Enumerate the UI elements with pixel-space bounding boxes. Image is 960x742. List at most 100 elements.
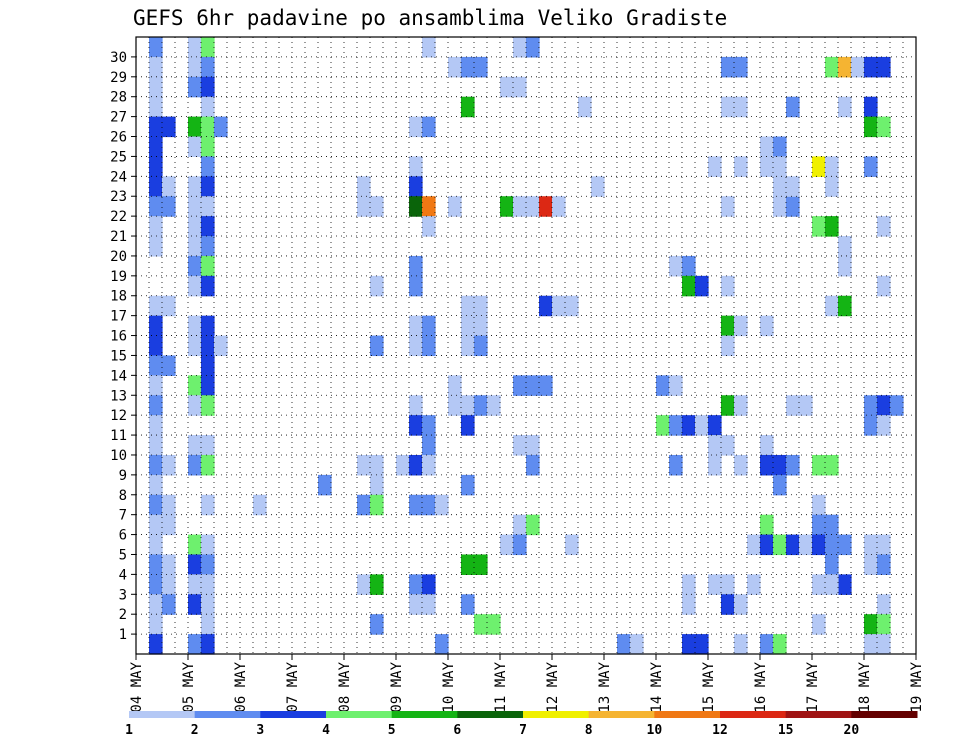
precip-cell <box>149 454 163 476</box>
precip-cell <box>799 395 813 416</box>
precip-cell <box>409 176 423 197</box>
precip-cell <box>838 534 852 556</box>
precip-cell <box>188 634 202 655</box>
precip-cell <box>526 196 540 217</box>
precip-cell <box>149 534 163 556</box>
precip-cell <box>877 415 891 436</box>
precip-cell <box>734 634 748 655</box>
precip-cell <box>487 395 501 416</box>
precip-cell <box>474 554 488 575</box>
precip-cell <box>773 474 787 496</box>
precip-cell <box>708 454 722 476</box>
precip-cell <box>201 216 215 237</box>
precip-cell <box>409 594 423 615</box>
precip-cell <box>422 574 436 595</box>
precip-cell <box>201 634 215 655</box>
precip-cell <box>825 216 839 237</box>
precip-cell <box>149 335 163 357</box>
precip-cell <box>201 236 215 257</box>
precip-cell <box>552 295 566 317</box>
precip-cell <box>461 96 475 118</box>
precip-cell <box>877 275 891 297</box>
precip-cell <box>149 156 163 177</box>
y-tick-label: 15 <box>110 348 127 364</box>
precip-cell <box>188 116 202 138</box>
precip-cell <box>461 554 475 575</box>
precip-cell <box>526 454 540 476</box>
precip-cell <box>721 96 735 118</box>
x-tick-label: 10 MAY <box>441 661 457 712</box>
precip-cell <box>149 176 163 197</box>
precip-cell <box>422 196 436 217</box>
precip-cell <box>786 176 800 197</box>
precip-cell <box>825 56 839 78</box>
precip-cell <box>513 435 527 456</box>
y-tick-label: 23 <box>110 189 127 205</box>
precip-cell <box>201 395 215 416</box>
cells-layer <box>149 37 904 655</box>
precip-cell <box>188 315 202 337</box>
precip-cell <box>149 56 163 78</box>
precip-cell <box>487 614 501 635</box>
precip-cell <box>149 474 163 496</box>
precip-cell <box>188 196 202 217</box>
precip-cell <box>188 454 202 476</box>
precip-cell <box>318 474 332 496</box>
precip-cell <box>864 156 878 177</box>
legend-label: 5 <box>388 723 396 738</box>
precip-cell <box>721 435 735 456</box>
legend-label: 2 <box>191 723 199 738</box>
precip-cell <box>734 96 748 118</box>
precip-cell <box>760 534 774 556</box>
precip-cell <box>838 56 852 78</box>
precip-cell <box>721 315 735 337</box>
precip-cell <box>149 435 163 456</box>
precip-cell <box>682 574 696 595</box>
precip-cell <box>669 255 683 277</box>
precip-cell <box>149 216 163 237</box>
x-tick-label: 15 MAY <box>701 661 717 712</box>
y-tick-label: 2 <box>119 607 127 623</box>
precip-cell <box>370 614 384 635</box>
precip-cell <box>695 415 709 436</box>
precip-cell <box>760 514 774 536</box>
precip-cell <box>734 395 748 416</box>
precip-cell <box>513 375 527 396</box>
precip-cell <box>734 56 748 78</box>
precip-cell <box>669 375 683 396</box>
precip-cell <box>877 634 891 655</box>
precip-cell <box>149 634 163 655</box>
precip-cell <box>877 554 891 575</box>
precip-cell <box>149 614 163 635</box>
precip-cell <box>864 614 878 635</box>
precip-cell <box>656 375 670 396</box>
legend-label: 12 <box>712 723 728 738</box>
precip-cell <box>162 514 176 536</box>
precip-cell <box>162 594 176 615</box>
precip-cell <box>773 156 787 177</box>
precip-cell <box>812 494 826 516</box>
precip-cell <box>149 136 163 158</box>
precip-cell <box>513 196 527 217</box>
precip-cell <box>786 454 800 476</box>
precip-cell <box>513 76 527 98</box>
precip-cell <box>591 176 605 197</box>
precip-cell <box>162 176 176 197</box>
precip-cell <box>188 594 202 615</box>
precip-cell <box>669 415 683 436</box>
precip-cell <box>474 295 488 317</box>
precip-cell <box>786 395 800 416</box>
legend-label: 6 <box>453 723 461 738</box>
precip-cell <box>461 395 475 416</box>
precip-cell <box>149 574 163 595</box>
x-tick-label: 19 MAY <box>909 661 925 712</box>
precip-cell <box>461 315 475 337</box>
legend-swatch <box>391 711 458 718</box>
precip-cell <box>825 514 839 536</box>
legend-swatch <box>785 711 852 718</box>
legend-label: 1 <box>125 723 133 738</box>
legend-swatch <box>851 711 918 718</box>
precip-cell <box>461 415 475 436</box>
legend-swatch <box>129 711 196 718</box>
precip-cell <box>760 136 774 158</box>
